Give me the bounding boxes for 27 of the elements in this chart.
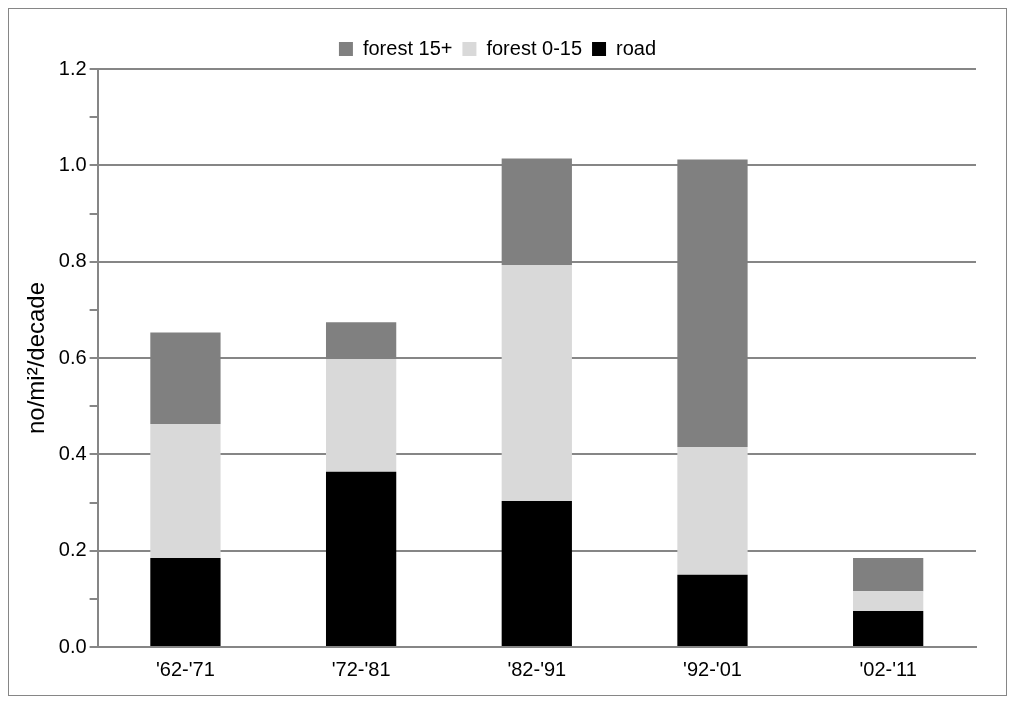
x-tick-label: '02-'11 — [859, 657, 917, 680]
y-axis-title: no/mi²/decade — [22, 281, 50, 435]
bar — [677, 447, 748, 575]
x-tick-label: '82-'91 — [507, 657, 567, 680]
y-tick-label: 0.0 — [58, 634, 87, 657]
bar — [150, 557, 221, 646]
legend-label: forest 15+ — [362, 36, 453, 59]
y-tick-label: 0.2 — [58, 538, 87, 561]
bar — [853, 591, 924, 611]
x-tick-label: '72-'81 — [331, 657, 391, 680]
bar — [325, 358, 397, 472]
y-tick-label: 0.4 — [58, 441, 87, 464]
bar — [677, 574, 748, 646]
bar — [325, 471, 397, 646]
bar — [853, 557, 924, 592]
y-tick-label: 1.2 — [58, 56, 87, 79]
bar — [501, 265, 572, 502]
legend-label: road — [616, 36, 657, 59]
y-tick-label: 0.6 — [58, 345, 87, 368]
x-tick-label: '62-'71 — [156, 657, 215, 680]
bar — [853, 610, 924, 646]
bar — [501, 501, 572, 646]
x-tick-label: '92-'01 — [683, 657, 742, 680]
legend-label: forest 0-15 — [486, 36, 583, 59]
y-tick-label: 1.0 — [58, 152, 87, 175]
bar — [150, 423, 221, 558]
y-tick-label: 0.8 — [58, 249, 87, 272]
